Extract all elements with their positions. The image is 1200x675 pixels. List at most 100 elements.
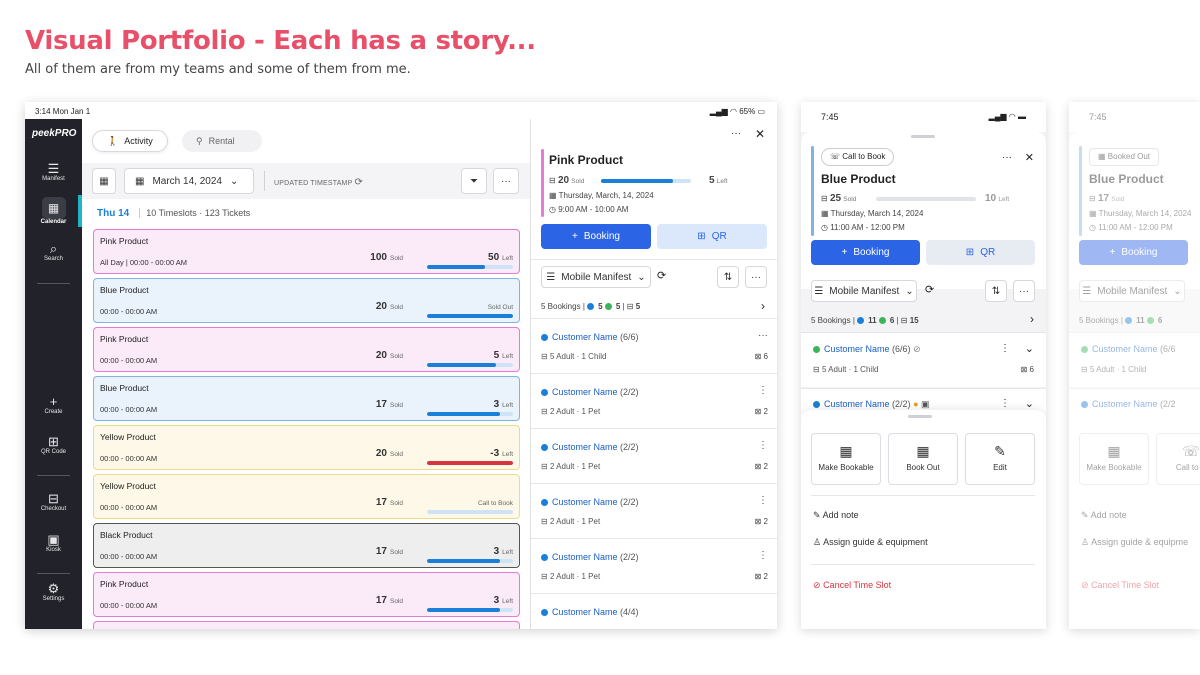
more-button[interactable]: ··· [493,168,519,194]
call-to-book-button[interactable]: ☏Call to B [1156,433,1200,485]
customer-tickets: ⊠ 2 [754,572,768,581]
more-icon[interactable]: ··· [731,128,741,139]
booking-button[interactable]: + Booking [811,240,920,265]
customer-row[interactable]: Customer Name (2/2) ⋮ ⊟ 2 Adult · 1 Pet ⊠ 2 [531,428,777,483]
filter-button[interactable]: ⏷ [461,168,487,194]
sold-progress [427,314,513,318]
close-icon[interactable]: ✕ [1024,152,1034,164]
book-out-button[interactable]: ▦ Book Out [888,433,958,485]
tab-activity[interactable]: 🚶 Activity [92,130,168,152]
status-badge: ☏ Call to Book [821,148,895,166]
qr-button[interactable]: ⊞ QR [657,224,767,249]
calendar-icon: ▦ [99,175,109,187]
kiosk-icon: ▣ [47,532,60,547]
toolbar-divider [264,171,265,191]
close-icon[interactable]: ✕ [754,127,765,141]
sidebar-divider [37,475,70,476]
timeslot-card[interactable]: Blue Product 00:00 - 00:00 AM 20 Sold Sold O… [93,278,520,323]
more-icon[interactable]: ⋮ [758,495,768,506]
refresh-icon[interactable]: ⟳ [354,177,364,188]
assign-guide-item[interactable]: ♙ Assign guide & equipme [1081,537,1189,547]
customer-row[interactable]: Customer Name (6/6) ··· ⊟ 5 Adult · 1 Chil… [531,318,777,373]
customer-name: Customer Name (2/2) [541,387,639,397]
bookings-summary: 5 Bookings | 11 6 | ⊟ 15 [811,316,919,325]
timeslot-card[interactable]: Pink Product All Day | 00:00 - 00:00 AM 10… [93,229,520,274]
calendar-picker-button[interactable]: ▦ [92,168,116,194]
nav-create[interactable]: + Create [25,394,82,415]
refresh-icon[interactable]: ⟳ [925,284,935,296]
sort-icon: ⇅ [723,271,733,283]
timeslot-card[interactable]: Black Product 00:00 - 00:00 AM 17 Sold 3 Left [93,523,520,568]
plus-icon: + [572,231,578,242]
edit-button[interactable]: ✎ Edit [965,433,1035,485]
drag-handle[interactable] [908,415,932,418]
chevron-right-icon[interactable]: › [1030,312,1034,326]
more-icon[interactable]: ··· [1002,152,1012,163]
customer-row[interactable]: Customer Name (2/2) ⋮ ⊟ 2 Adult · 1 Pet ⊠ 2 [531,373,777,428]
customer-row[interactable]: Customer Name (6/6) ⊘ ⋮ ⌄ ⊟ 5 Adult · 1 … [801,332,1046,387]
bookings-summary: 5 Bookings | 5 5 | ⊟ 5 [541,302,641,311]
timeslot-card[interactable]: Pink Product [93,621,520,629]
make-bookable-button[interactable]: ▦ Make Bookable [1079,433,1149,485]
cancel-timeslot-item[interactable]: ⊘ Cancel Time Slot [813,580,892,590]
more-icon[interactable]: ⋮ [758,440,768,451]
sold-info: ⊟ 17 Sold [1089,193,1125,204]
manifest-dropdown[interactable]: ☰ Mobile Manifest ⌄ [541,266,651,288]
nav-qr-code[interactable]: ⊞ QR Code [25,434,82,455]
kebab-icon[interactable]: ⋮ [1000,343,1010,354]
manifest-dropdown[interactable]: ☰ Mobile Manifest ⌄ [1079,280,1185,302]
cancel-timeslot-item[interactable]: ⊘ Cancel Time Slot [1081,580,1160,590]
customer-name: Customer Name (2/2) [541,442,639,452]
nav-manifest[interactable]: ☰ Manifest [25,161,82,182]
refresh-icon[interactable]: ⟳ [657,270,667,282]
timeslot-card[interactable]: Pink Product 00:00 - 00:00 AM 20 Sold 5 Left [93,327,520,372]
nav-checkout[interactable]: ⊟ Checkout [25,491,82,512]
booking-button[interactable]: + Booking [541,224,651,249]
timeslot-card[interactable]: Yellow Product 00:00 - 00:00 AM 20 Sold -3 Le… [93,425,520,470]
drag-handle[interactable] [911,135,935,138]
manifest-dropdown[interactable]: ☰ Mobile Manifest ⌄ [811,280,917,302]
sort-button[interactable]: ⇅ [985,280,1007,302]
customer-row[interactable]: Customer Name (2/2 [1069,388,1200,418]
chevron-down-icon: ⌄ [229,175,239,187]
nav-search[interactable]: ⌕ Search [25,241,82,262]
nav-settings[interactable]: ⚙ Settings [25,581,82,602]
booking-button[interactable]: + Booking [1079,240,1188,265]
tab-rental[interactable]: ⚲ Rental [182,130,262,152]
kebab-icon[interactable]: ⋮ [1000,398,1010,409]
sort-button[interactable]: ⇅ [717,266,739,288]
chevron-down-icon[interactable]: ⌄ [1024,343,1034,355]
more-button[interactable]: ··· [1013,280,1035,302]
customer-row[interactable]: Customer Name (6/6 ⊟ 5 Adult · 1 Child [1069,332,1200,387]
left-count: Call to Book [477,500,513,507]
customer-name: Customer Name (2/2) ● ▣ [813,399,930,410]
customer-row[interactable]: Customer Name (4/4) [531,593,777,629]
note-icon: ✎ [1081,510,1089,520]
more-icon[interactable]: ⋮ [758,550,768,561]
customer-row[interactable]: Customer Name (2/2) ⋮ ⊟ 2 Adult · 1 Pet ⊠ 2 [531,538,777,593]
nav-calendar[interactable]: ▦ Calendar [25,197,82,225]
more-icon[interactable]: ··· [758,330,768,341]
chevron-right-icon[interactable]: › [761,299,765,313]
timeslot-card[interactable]: Blue Product 00:00 - 00:00 AM 17 Sold 3 Left [93,376,520,421]
timeslot-card[interactable]: Pink Product 00:00 - 00:00 AM 17 Sold 3 Left [93,572,520,617]
left-count: 50 Left [488,252,513,263]
more-button[interactable]: ··· [745,266,767,288]
add-note-item[interactable]: ✎ Add note [813,510,859,520]
timeslot-card[interactable]: Yellow Product 00:00 - 00:00 AM 17 Sold Call… [93,474,520,519]
customer-row[interactable]: Customer Name (2/2) ⋮ ⊟ 2 Adult · 1 Pet ⊠ 2 [531,483,777,538]
more-icon[interactable]: ⋮ [758,385,768,396]
chevron-down-icon[interactable]: ⌄ [1024,398,1034,410]
timeslot-time: 00:00 - 00:00 AM [100,552,158,561]
qr-button[interactable]: ⊞ QR [926,240,1035,265]
assign-guide-item[interactable]: ♙ Assign guide & equipment [813,537,928,547]
action-sheet [1069,410,1200,629]
date-dropdown[interactable]: ▦ March 14, 2024 ⌄ [124,168,254,194]
make-bookable-button[interactable]: ▦ Make Bookable [811,433,881,485]
chevron-down-icon: ⌄ [1173,285,1182,297]
add-note-item[interactable]: ✎ Add note [1081,510,1127,520]
timeslot-time: 00:00 - 00:00 AM [100,307,158,316]
qr-icon: ⊞ [697,231,706,242]
nav-kiosk[interactable]: ▣ Kiosk [25,532,82,553]
sold-count: 20 Sold [375,301,403,312]
